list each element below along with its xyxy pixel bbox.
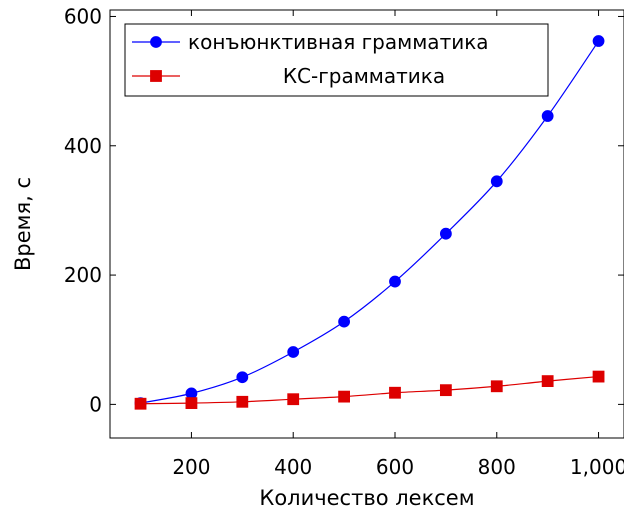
y-tick-label: 200 [64, 263, 102, 287]
x-tick-label: 600 [376, 455, 414, 479]
data-point [287, 393, 300, 406]
data-point [490, 175, 503, 188]
data-point [541, 110, 554, 122]
data-point [490, 380, 503, 393]
x-tick-label: 200 [172, 455, 210, 479]
series-layer [134, 35, 605, 410]
plot-area-frame [109, 9, 624, 439]
x-tick-label: 1,000 [570, 455, 624, 479]
series-line [140, 375, 599, 405]
legend-label: КС-грамматика [283, 64, 445, 88]
data-point [592, 35, 605, 47]
data-point [338, 315, 350, 328]
data-point [439, 227, 452, 240]
x-axis-label: Количество лексем [259, 486, 474, 510]
data-point [541, 375, 554, 388]
data-point [287, 346, 300, 358]
data-point [236, 395, 249, 408]
data-point [389, 386, 401, 399]
legend-entry-2: КС-грамматика [132, 64, 445, 88]
series-2 [134, 370, 605, 410]
data-point [236, 371, 249, 384]
legend-entry-1: конъюнктивная грамматика [132, 30, 489, 54]
data-point [185, 397, 198, 409]
data-point [389, 275, 401, 288]
data-point [439, 384, 452, 397]
y-axis-label: Время, с [11, 177, 35, 271]
data-point [592, 370, 605, 383]
x-tick-label: 800 [478, 455, 516, 479]
x-axis-ticks: 200 400 600 800 1,000 [172, 10, 624, 479]
y-axis-ticks: 0 200 400 600 [64, 4, 624, 416]
y-tick-label: 0 [89, 392, 102, 416]
series-line [140, 40, 600, 404]
legend-marker [150, 70, 162, 82]
legend-label: конъюнктивная грамматика [188, 30, 489, 54]
data-point [338, 390, 350, 403]
data-point [134, 397, 147, 410]
y-tick-label: 400 [64, 134, 102, 158]
y-tick-label: 600 [64, 4, 102, 28]
legend-marker [150, 36, 162, 48]
x-tick-label: 400 [274, 455, 312, 479]
legend: конъюнктивная грамматика КС-грамматика [124, 23, 549, 97]
legend-box [124, 23, 549, 97]
